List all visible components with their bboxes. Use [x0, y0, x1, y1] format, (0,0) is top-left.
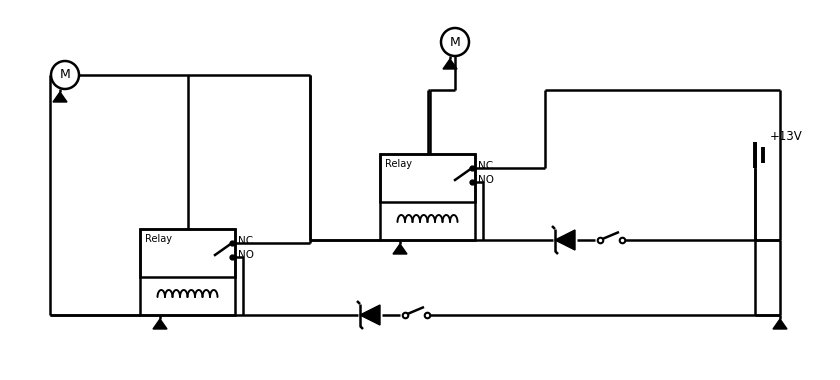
Bar: [140, 229, 235, 277]
Polygon shape: [443, 59, 457, 69]
Polygon shape: [360, 305, 380, 325]
Text: NO: NO: [238, 250, 254, 260]
Text: NO: NO: [478, 175, 494, 185]
Text: Relay: Relay: [385, 159, 412, 169]
Polygon shape: [773, 319, 787, 329]
Text: NC: NC: [238, 236, 253, 246]
Bar: [140, 229, 235, 315]
Text: M: M: [449, 35, 460, 49]
Polygon shape: [153, 319, 167, 329]
Text: +13V: +13V: [770, 130, 803, 143]
Text: M: M: [60, 68, 71, 81]
Bar: [380, 154, 475, 240]
Bar: [380, 154, 475, 202]
Text: NC: NC: [478, 161, 493, 171]
Polygon shape: [53, 92, 67, 102]
Text: Relay: Relay: [145, 234, 172, 244]
Polygon shape: [393, 244, 407, 254]
Polygon shape: [555, 230, 575, 250]
